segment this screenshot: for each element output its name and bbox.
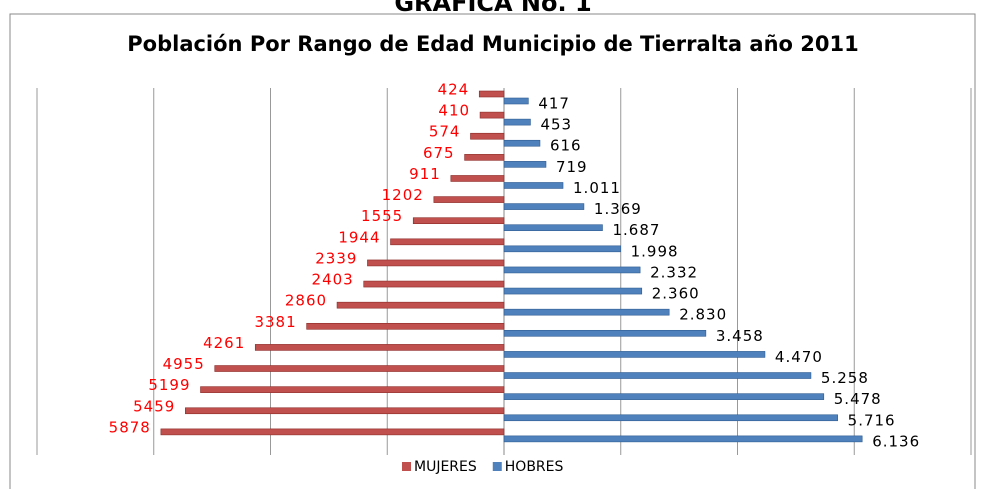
data-label: 5199 [148, 376, 190, 394]
bar [412, 217, 505, 225]
page-heading: GRAFICA No. 1 [394, 0, 591, 17]
data-label: 2860 [285, 292, 327, 310]
bar [367, 259, 505, 267]
data-label: 1202 [382, 186, 424, 204]
bar [503, 329, 707, 337]
bar [160, 428, 505, 436]
data-label: 4.470 [775, 348, 823, 366]
chart-border [9, 13, 976, 489]
data-label: 2.332 [650, 263, 698, 281]
legend-label: HOBRES [505, 459, 564, 475]
data-label: 1.687 [612, 221, 660, 239]
data-label: 3381 [254, 313, 296, 331]
bar [363, 280, 505, 288]
bar [185, 407, 505, 415]
data-label: 5.258 [821, 369, 869, 387]
bar [503, 414, 838, 422]
data-label: 675 [423, 144, 455, 162]
data-label: 1555 [361, 207, 403, 225]
data-label: 417 [538, 95, 570, 113]
data-label: 2.830 [679, 306, 727, 324]
bar [503, 287, 643, 295]
bar [503, 97, 529, 105]
bar [503, 118, 531, 126]
bar [503, 139, 541, 147]
data-label: 719 [556, 158, 588, 176]
data-label: 5459 [133, 397, 175, 415]
data-label: 3.458 [716, 327, 764, 345]
bar [254, 344, 505, 351]
data-label: 2339 [315, 249, 357, 267]
bar [200, 386, 505, 393]
bar [503, 182, 564, 189]
data-label: 1.011 [573, 179, 621, 197]
chart-title: Población Por Rango de Edad Municipio de… [127, 32, 859, 56]
bar [503, 224, 603, 232]
bar [470, 132, 505, 140]
bar [503, 245, 621, 253]
bar [503, 372, 812, 379]
bar [336, 301, 505, 309]
bar [503, 266, 641, 274]
bar [503, 393, 825, 400]
bar [503, 351, 766, 358]
data-label: 5.716 [848, 411, 896, 429]
data-label: 574 [429, 123, 461, 141]
data-label: 4261 [203, 334, 245, 352]
bar [214, 365, 505, 372]
bar [433, 196, 505, 203]
bar [503, 308, 670, 316]
data-label: 2403 [312, 271, 354, 289]
data-label: 1.369 [594, 200, 642, 218]
data-label: 5878 [109, 418, 151, 436]
data-label: 4955 [163, 355, 205, 373]
data-label: 2.360 [652, 285, 700, 303]
legend-swatch [402, 462, 411, 471]
bar [479, 111, 505, 119]
bar [503, 161, 547, 168]
data-label: 453 [540, 116, 572, 134]
legend-label: MUJERES [414, 459, 477, 475]
data-label: 410 [438, 102, 470, 120]
bar [450, 175, 505, 182]
data-label: 424 [438, 81, 470, 99]
bar [464, 154, 505, 161]
bar [390, 238, 505, 246]
data-label: 616 [550, 137, 582, 155]
bar [503, 203, 585, 210]
bar [503, 435, 863, 443]
legend-swatch [492, 462, 502, 471]
data-label: 1944 [338, 228, 380, 246]
data-label: 5.478 [834, 390, 882, 408]
bar [306, 322, 505, 330]
data-label: 6.136 [872, 432, 920, 450]
bar [478, 90, 505, 98]
data-label: 1.998 [631, 242, 679, 260]
data-label: 911 [409, 165, 441, 183]
